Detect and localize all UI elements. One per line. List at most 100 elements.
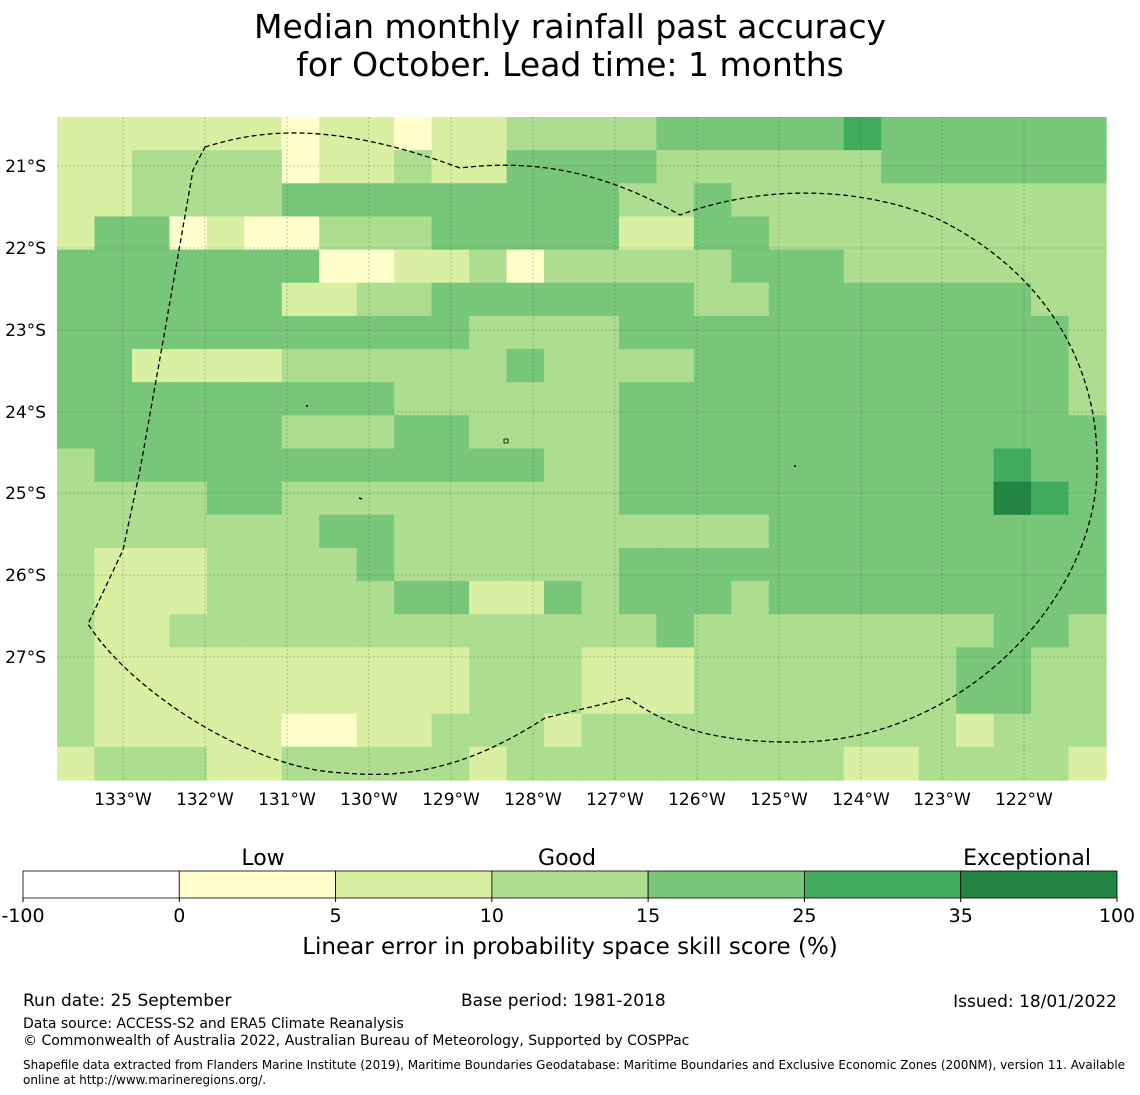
grid-cell (281, 349, 320, 383)
lon-tick-label: 124°W (832, 790, 890, 810)
grid-cell (993, 514, 1032, 549)
grid-cell (881, 150, 920, 184)
grid-cell (1031, 481, 1070, 516)
grid-cell (131, 349, 170, 383)
grid-cell (881, 713, 920, 748)
grid-cell (581, 547, 620, 582)
grid-cell (731, 713, 770, 748)
grid-cell (618, 514, 658, 549)
grid-cell (57, 183, 96, 218)
lat-tick-label: 24°S (5, 403, 46, 423)
lon-tick-label: 125°W (750, 790, 808, 810)
grid-cell (206, 481, 245, 516)
grid-cell (506, 713, 545, 748)
grid-cell (281, 382, 320, 416)
grid-cell (394, 117, 433, 151)
grid-cell (57, 415, 96, 450)
grid-cell (1068, 514, 1107, 549)
grid-cell (843, 282, 882, 317)
copyright: © Commonwealth of Australia 2022, Austra… (23, 1033, 690, 1049)
grid-cell (131, 680, 170, 715)
grid-cell (431, 183, 470, 218)
grid-cell (1068, 614, 1107, 648)
grid-cell (169, 349, 208, 383)
lat-tick-label: 26°S (5, 566, 46, 586)
grid-cell (768, 249, 807, 284)
grid-cell (169, 647, 208, 682)
grid-cell (881, 614, 920, 648)
grid-cell (169, 282, 208, 317)
grid-cell (618, 647, 658, 682)
grid-cell (731, 481, 770, 516)
grid-cell (656, 746, 695, 781)
grid-cell (1031, 448, 1070, 483)
graticule (57, 117, 1106, 780)
grid-cell (956, 382, 995, 416)
grid-cell (656, 249, 695, 284)
grid-cell (768, 415, 807, 450)
grid-cell (1031, 581, 1070, 615)
grid-cell (581, 249, 620, 284)
grid-cell (544, 746, 583, 781)
grid-cell (806, 647, 845, 682)
grid-cell (131, 415, 170, 450)
grid-cell (431, 680, 470, 715)
grid-cell (431, 614, 470, 648)
grid-cell (394, 547, 433, 582)
grid-cell (244, 183, 283, 218)
grid-cell (356, 349, 395, 383)
grid-cell (1068, 680, 1107, 715)
grid-cell (544, 117, 583, 151)
grid-cell (131, 382, 170, 416)
colorbar-category-labels: Low Good Exceptional (241, 846, 1091, 871)
grid-cell (506, 514, 545, 549)
grid-cell (956, 183, 995, 218)
grid-cell (544, 349, 583, 383)
grid-cell (319, 117, 358, 151)
grid-cell (843, 117, 882, 151)
grid-cell (693, 448, 732, 483)
grid-cell (469, 249, 508, 284)
grid-cell (319, 349, 358, 383)
grid-cell (618, 547, 658, 582)
grid-cell (206, 249, 245, 284)
grid-cell (356, 448, 395, 483)
grid-cell (394, 216, 433, 251)
grid-cell (731, 216, 770, 251)
lon-tick-label: 122°W (995, 790, 1053, 810)
colorbar-category-label: Exceptional (963, 846, 1091, 871)
grid-cell (169, 448, 208, 483)
grid-cell (281, 415, 320, 450)
grid-cell (731, 647, 770, 682)
grid-cell (131, 713, 170, 748)
lon-tick-label: 129°W (422, 790, 480, 810)
grid-cell (131, 647, 170, 682)
grid-cell (394, 614, 433, 648)
grid-cell (506, 249, 545, 284)
grid-cell (394, 713, 433, 748)
grid-cell (956, 117, 995, 151)
grid-cell (94, 249, 133, 284)
grid-cell (319, 581, 358, 615)
colorbar-tick-label: 0 (173, 905, 185, 927)
grid-cell (319, 647, 358, 682)
grid-cell (394, 150, 433, 184)
grid-cell (768, 382, 807, 416)
grid-cell (956, 713, 995, 748)
grid-cell (693, 349, 732, 383)
grid-cell (693, 415, 732, 450)
grid-cell (544, 448, 583, 483)
grid-cell (768, 183, 807, 218)
grid-cell (1031, 349, 1070, 383)
grid-cell (1068, 647, 1107, 682)
grid-cell (206, 183, 245, 218)
grid-cell (244, 315, 283, 350)
grid-cell (731, 547, 770, 582)
grid-cell (656, 415, 695, 450)
eez-boundary (87, 132, 1098, 776)
grid-cell (1068, 746, 1107, 781)
grid-cell (956, 150, 995, 184)
grid-cell (356, 713, 395, 748)
grid-cell (731, 183, 770, 218)
grid-cell (581, 614, 620, 648)
